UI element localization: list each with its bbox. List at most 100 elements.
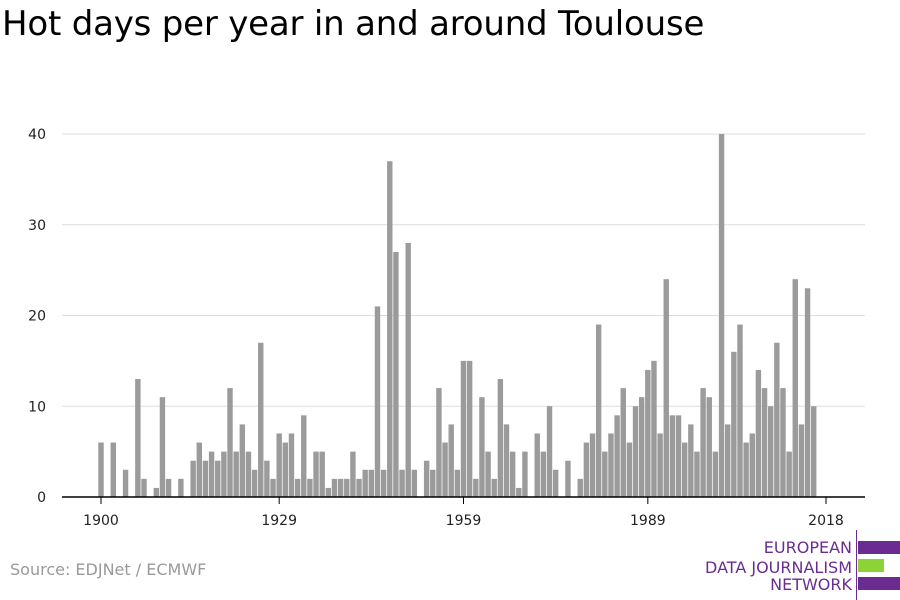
bar <box>399 469 405 497</box>
bar <box>423 460 430 497</box>
bar <box>319 451 325 497</box>
bar <box>669 415 676 497</box>
bar <box>552 469 559 497</box>
bar <box>356 478 362 497</box>
bar <box>208 451 215 497</box>
bar <box>688 424 694 497</box>
bar <box>804 288 811 497</box>
bar <box>178 478 184 497</box>
bar <box>755 369 762 497</box>
bar <box>706 397 712 497</box>
bar <box>473 478 479 497</box>
y-tick-label: 40 <box>28 127 46 143</box>
bar <box>436 388 442 497</box>
bar <box>98 442 104 497</box>
bar <box>294 478 301 497</box>
bar <box>233 451 239 497</box>
bar <box>153 487 159 497</box>
bar <box>577 478 583 497</box>
bar <box>141 478 147 497</box>
bar <box>350 451 356 497</box>
x-tick-label: 2018 <box>808 513 844 529</box>
edjnet-logo: EUROPEAN DATA JOURNALISM NETWORK <box>700 530 900 600</box>
bar <box>282 442 289 497</box>
bar <box>387 161 393 497</box>
logo-bar-purple-bottom <box>858 577 900 590</box>
bar <box>657 433 663 497</box>
bar <box>675 415 682 497</box>
bar <box>221 451 227 497</box>
bar <box>393 251 399 497</box>
bar <box>663 279 669 497</box>
bar <box>215 460 221 497</box>
bar <box>589 433 596 497</box>
bar <box>479 397 485 497</box>
x-tick-label: 1959 <box>446 513 482 529</box>
logo-line-2: DATA JOURNALISM <box>705 558 852 577</box>
bars <box>98 134 817 497</box>
bar <box>645 369 651 497</box>
bar <box>122 469 129 497</box>
bar <box>681 442 688 497</box>
bar <box>608 433 614 497</box>
bar <box>251 469 258 497</box>
bar <box>374 306 381 497</box>
bar <box>509 451 516 497</box>
bar <box>798 424 805 497</box>
bar <box>264 460 270 497</box>
bar <box>313 451 319 497</box>
bar <box>737 324 743 497</box>
bar <box>288 433 295 497</box>
x-tick-labels: 1900 1929 1959 1989 2018 <box>83 513 844 529</box>
bar <box>749 433 755 497</box>
bar <box>780 388 786 497</box>
bar <box>620 388 626 497</box>
bar <box>540 451 547 497</box>
x-tick-label: 1929 <box>261 513 297 529</box>
bar <box>792 279 798 497</box>
bar <box>602 451 608 497</box>
bar <box>239 424 246 497</box>
bar <box>325 487 332 497</box>
bar <box>337 478 344 497</box>
bar <box>534 433 540 497</box>
bar <box>694 451 700 497</box>
x-tick-label: 1989 <box>630 513 666 529</box>
bar <box>202 460 209 497</box>
bar <box>362 469 368 497</box>
bar <box>497 379 504 497</box>
bar <box>411 469 418 497</box>
bar <box>165 478 172 497</box>
logo-line-3: NETWORK <box>770 575 852 594</box>
logo-bar-green <box>858 559 884 572</box>
bar <box>368 469 375 497</box>
bar <box>196 442 203 497</box>
bar <box>485 451 491 497</box>
bar <box>331 478 338 497</box>
bar <box>712 451 719 497</box>
bar <box>718 134 725 497</box>
bar <box>380 469 387 497</box>
bar <box>405 242 411 497</box>
bar <box>276 433 282 497</box>
bar <box>731 351 737 497</box>
bar <box>724 424 731 497</box>
bar <box>651 360 657 497</box>
bar <box>442 442 448 497</box>
bar <box>491 478 497 497</box>
bar <box>110 442 116 497</box>
bar <box>159 397 166 497</box>
bar <box>743 442 749 497</box>
bar <box>632 406 639 497</box>
bar <box>301 415 307 497</box>
source-note: Source: EDJNet / ECMWF <box>10 560 207 579</box>
bar <box>774 342 780 497</box>
bar <box>546 406 553 497</box>
axes <box>62 496 865 504</box>
logo-line-1: EUROPEAN <box>763 538 852 557</box>
bar <box>595 324 602 497</box>
y-tick-label: 30 <box>28 218 46 234</box>
bar <box>258 342 264 497</box>
bar <box>307 478 313 497</box>
